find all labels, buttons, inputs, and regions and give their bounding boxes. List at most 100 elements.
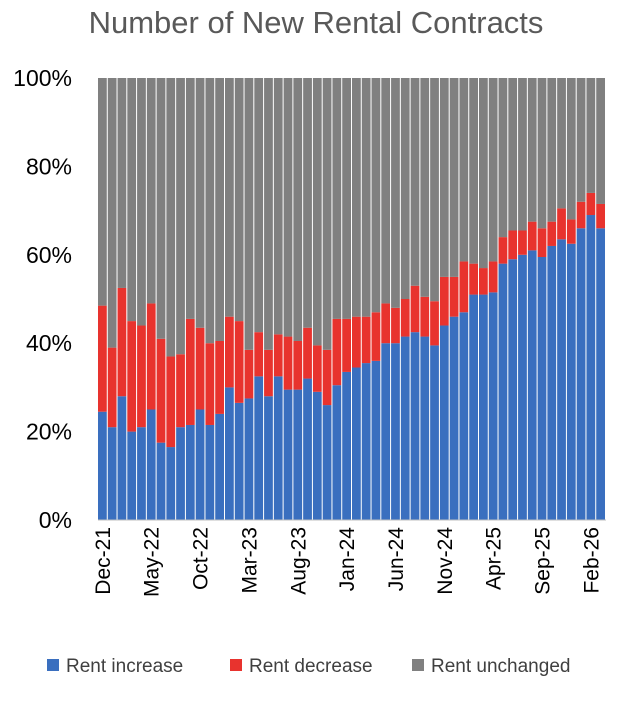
- bar-segment-rent-increase: [293, 389, 303, 520]
- bar-segment-rent-unchanged: [283, 78, 293, 337]
- x-tick-label: Jun-24: [385, 527, 408, 592]
- bar-segment-rent-decrease: [469, 263, 478, 295]
- bar-segment-rent-decrease: [205, 343, 215, 425]
- y-axis: 0% 20% 40% 60% 80% 100%: [13, 65, 72, 533]
- bar-segment-rent-decrease: [527, 221, 537, 251]
- bar-segment-rent-increase: [430, 345, 439, 520]
- bar-segment-rent-decrease: [459, 261, 469, 313]
- bar-segment-rent-decrease: [293, 340, 303, 390]
- bar-segment-rent-increase: [273, 376, 283, 520]
- bar-segment-rent-decrease: [225, 316, 234, 388]
- bar-segment-rent-increase: [166, 447, 176, 520]
- bar-segment-rent-increase: [156, 442, 166, 520]
- bar-segment-rent-unchanged: [420, 78, 430, 297]
- bar-segment-rent-decrease: [371, 312, 381, 361]
- bar-segment-rent-decrease: [137, 325, 146, 428]
- bar-segment-rent-increase: [391, 343, 400, 520]
- bar-segment-rent-decrease: [488, 261, 498, 293]
- bar-segment-rent-increase: [254, 376, 264, 520]
- legend-label: Rent decrease: [249, 656, 373, 677]
- y-tick-label: 60%: [26, 242, 72, 268]
- bar-segment-rent-decrease: [264, 349, 273, 397]
- bar-segment-rent-decrease: [361, 316, 371, 364]
- y-tick-label: 20%: [26, 419, 72, 445]
- bar-segment-rent-unchanged: [576, 78, 586, 202]
- bar-segment-rent-decrease: [586, 192, 596, 216]
- bar-segment-rent-unchanged: [303, 78, 312, 328]
- bar-segment-rent-decrease: [273, 334, 283, 377]
- bar-segment-rent-increase: [537, 257, 547, 520]
- bar-segment-rent-increase: [264, 396, 273, 520]
- bar-segment-rent-increase: [576, 228, 586, 520]
- legend-label: Rent unchanged: [431, 656, 570, 677]
- bar-segment-rent-decrease: [400, 299, 410, 337]
- bar-segment-rent-decrease: [117, 287, 127, 397]
- bar-segment-rent-decrease: [547, 221, 557, 246]
- bar-segment-rent-increase: [449, 316, 459, 520]
- bar-segment-rent-increase: [469, 294, 478, 520]
- bar-segment-rent-unchanged: [98, 78, 107, 306]
- legend: Rent increase Rent decrease Rent unchanged: [47, 656, 570, 677]
- bar-segment-rent-increase: [557, 239, 566, 520]
- bar-segment-rent-increase: [352, 367, 361, 520]
- bar-segment-rent-decrease: [312, 345, 322, 392]
- bar-segment-rent-decrease: [254, 332, 264, 377]
- bar-segment-rent-unchanged: [586, 78, 596, 193]
- legend-swatch: [230, 659, 242, 671]
- bar-segment-rent-unchanged: [400, 78, 410, 299]
- bar-segment-rent-decrease: [420, 296, 430, 337]
- x-tick-label: Dec-21: [92, 527, 115, 595]
- bar-segment-rent-unchanged: [361, 78, 371, 317]
- bar-segment-rent-decrease: [391, 307, 400, 344]
- bar-segment-rent-decrease: [156, 338, 166, 443]
- x-axis: Dec-21 May-22 Oct-22 Mar-23 Aug-23 Jan-24 Jun-…: [92, 527, 603, 597]
- x-tick-label: May-22: [141, 527, 164, 597]
- bar-segment-rent-increase: [195, 409, 205, 520]
- y-tick-label: 80%: [26, 153, 72, 179]
- bar-segment-rent-increase: [205, 424, 215, 520]
- bar-segment-rent-unchanged: [244, 78, 254, 350]
- bar-segment-rent-decrease: [381, 303, 391, 344]
- bar-segment-rent-decrease: [498, 237, 508, 264]
- bar-segment-rent-decrease: [107, 347, 117, 428]
- bar-segment-rent-increase: [518, 254, 527, 521]
- bar-segment-rent-increase: [244, 398, 254, 520]
- bar-segment-rent-unchanged: [352, 78, 361, 317]
- bar-segment-rent-increase: [322, 405, 332, 520]
- bars-layer: [98, 78, 605, 521]
- bar-segment-rent-decrease: [342, 318, 351, 372]
- bar-segment-rent-unchanged: [508, 78, 518, 231]
- y-tick-label: 0%: [39, 507, 72, 533]
- bar-segment-rent-unchanged: [449, 78, 459, 277]
- bar-segment-rent-unchanged: [137, 78, 146, 326]
- bar-segment-rent-unchanged: [166, 78, 176, 357]
- bar-segment-rent-increase: [400, 336, 410, 520]
- bar-segment-rent-increase: [586, 215, 596, 520]
- bar-segment-rent-decrease: [410, 285, 420, 333]
- bar-segment-rent-unchanged: [498, 78, 508, 238]
- bar-segment-rent-unchanged: [371, 78, 381, 313]
- x-tick-label: Nov-24: [434, 527, 457, 595]
- bar-segment-rent-unchanged: [596, 78, 605, 204]
- bar-segment-rent-increase: [420, 336, 430, 520]
- bar-segment-rent-increase: [146, 409, 156, 520]
- bar-segment-rent-unchanged: [342, 78, 351, 319]
- chart-title: Number of New Rental Contracts: [89, 5, 544, 40]
- bar-segment-rent-unchanged: [566, 78, 576, 220]
- legend-swatch: [47, 659, 59, 671]
- bar-segment-rent-unchanged: [117, 78, 127, 288]
- x-tick-label: Jan-24: [336, 527, 359, 592]
- bar-segment-rent-increase: [439, 325, 449, 520]
- bar-segment-rent-increase: [527, 250, 537, 520]
- bar-segment-rent-decrease: [576, 201, 586, 229]
- bar-segment-rent-increase: [127, 431, 137, 520]
- bar-segment-rent-unchanged: [547, 78, 557, 222]
- bar-segment-rent-increase: [137, 427, 146, 520]
- bar-segment-rent-unchanged: [312, 78, 322, 346]
- bar-segment-rent-increase: [488, 292, 498, 520]
- legend-label: Rent increase: [66, 656, 183, 677]
- bar-segment-rent-increase: [303, 378, 312, 520]
- bar-segment-rent-increase: [566, 243, 576, 520]
- bar-segment-rent-decrease: [98, 305, 107, 412]
